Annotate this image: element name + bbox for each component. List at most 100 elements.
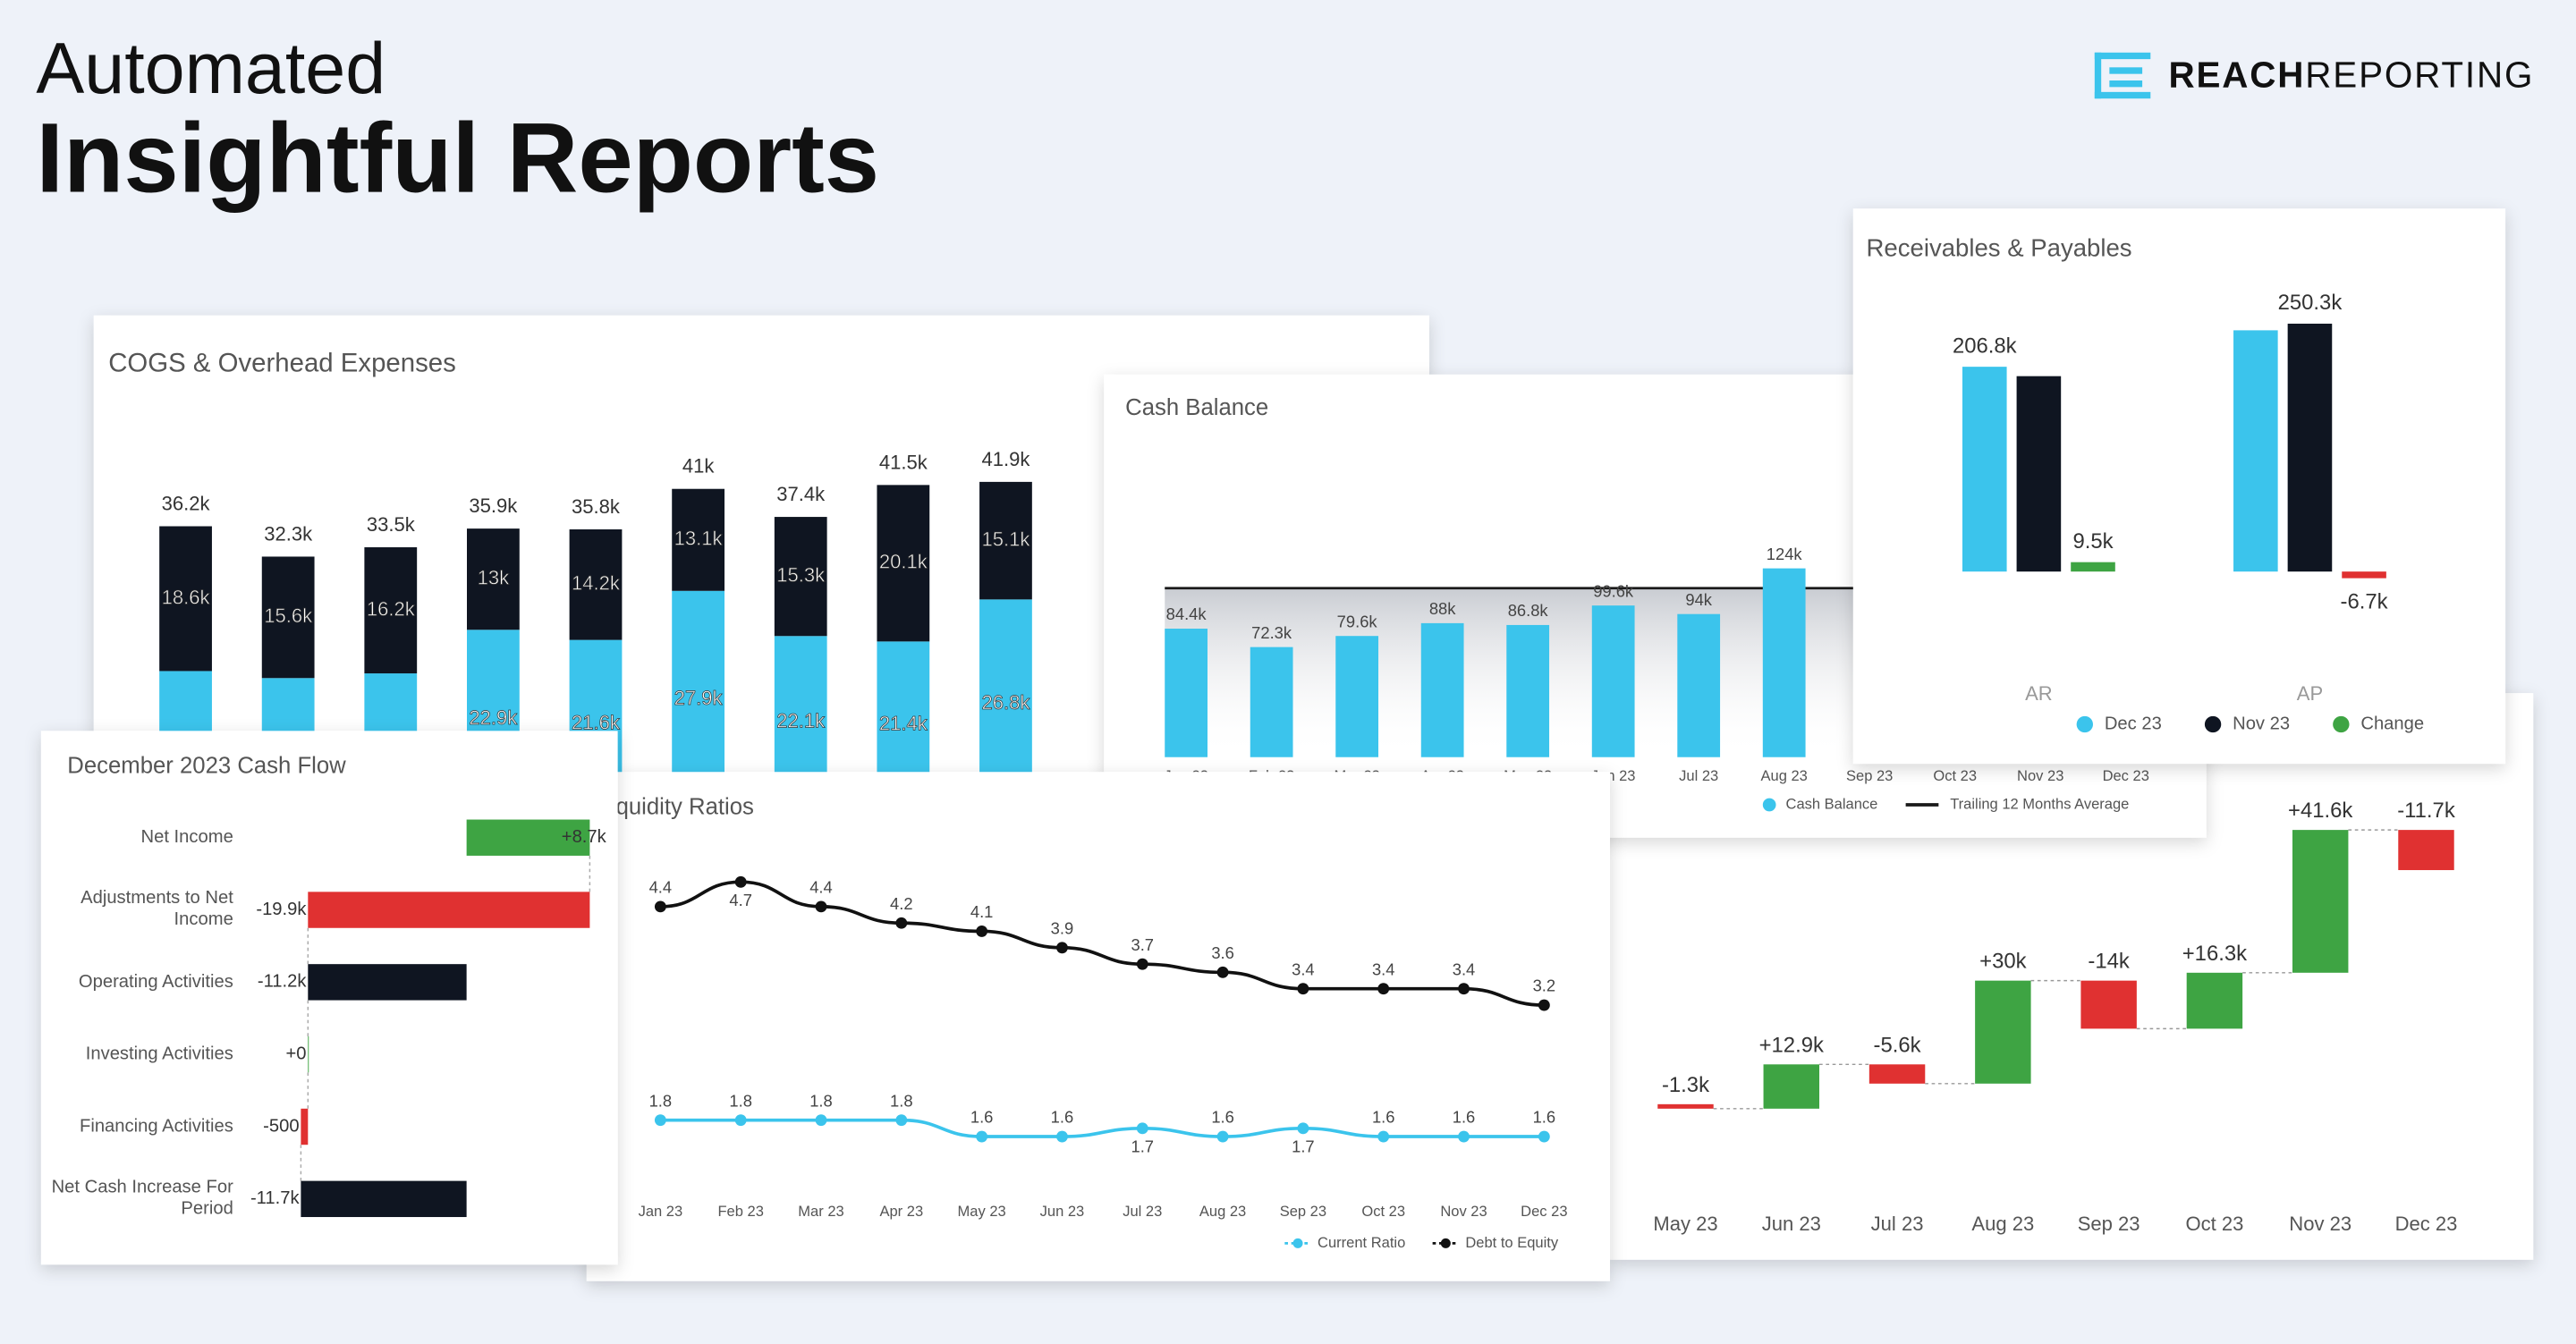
point <box>895 1114 908 1127</box>
point-label: 4.1 <box>970 902 994 921</box>
point-label: 1.7 <box>1131 1137 1154 1156</box>
value-label: +16.3k <box>2182 942 2247 966</box>
point <box>976 926 988 937</box>
chart-title: COGS & Overhead Expenses <box>108 349 456 378</box>
value-label: 94k <box>1685 590 1712 609</box>
category-label-box: Investing Activities <box>86 1044 233 1064</box>
bar <box>2071 562 2115 572</box>
bar <box>1250 647 1293 757</box>
x-tick-label: Nov 23 <box>2017 767 2063 784</box>
bar <box>308 892 590 928</box>
segment-label: 22.1k <box>776 709 826 731</box>
segment-label: 21.6k <box>572 711 621 733</box>
bar <box>1762 568 1806 757</box>
value-label: 250.3k <box>2278 291 2343 315</box>
bar-segment <box>979 481 1032 600</box>
point <box>1458 983 1470 995</box>
segment-label: 27.9k <box>674 687 724 709</box>
total-label: 35.9k <box>469 494 518 517</box>
total-label: 41.9k <box>981 448 1030 470</box>
x-tick-label: Oct 23 <box>1933 767 1977 784</box>
point <box>1297 1122 1309 1135</box>
x-tick-label: Jul 23 <box>1123 1203 1162 1220</box>
legend-marker <box>2333 715 2350 733</box>
point <box>976 1130 988 1143</box>
y-tick-label: Net Income <box>140 827 233 848</box>
point-label: 4.7 <box>729 891 752 909</box>
category-label-box: Net Income <box>140 827 233 848</box>
x-tick-label: Dec 23 <box>2395 1213 2458 1235</box>
point-label: 3.6 <box>1211 943 1234 962</box>
total-label: 33.5k <box>367 513 416 536</box>
legend-marker <box>2076 715 2093 733</box>
legend-label: Current Ratio <box>1318 1234 1405 1251</box>
total-label: 41k <box>682 455 716 478</box>
chart-title: Cash Balance <box>1125 395 1268 420</box>
bar <box>1677 613 1721 757</box>
bar <box>301 1180 467 1218</box>
value-label: -11.7k <box>250 1188 301 1208</box>
point-label: 1.8 <box>649 1091 673 1110</box>
category-label-box: Operating Activities <box>79 972 233 992</box>
bar-segment <box>672 488 724 591</box>
segment-label: 22.9k <box>469 706 518 729</box>
bar-segment <box>877 485 930 642</box>
logo-light: REPORTING <box>2305 54 2534 95</box>
point-label: 4.4 <box>649 878 673 897</box>
chart-title: Receivables & Payables <box>1867 233 2132 261</box>
legend-label: Dec 23 <box>2105 714 2162 733</box>
value-label: 72.3k <box>1251 623 1292 642</box>
point-label: 1.8 <box>809 1091 833 1110</box>
legend-marker <box>1292 1238 1303 1248</box>
category-label-box: Financing Activities <box>80 1116 233 1136</box>
bar <box>2292 830 2349 973</box>
logo-text: REACHREPORTING <box>2168 54 2534 95</box>
panel <box>586 772 1610 1281</box>
series-line <box>660 880 1545 1007</box>
point-label: 3.7 <box>1131 935 1154 954</box>
bar <box>1335 636 1379 757</box>
bar <box>1591 605 1635 757</box>
segment-label: 21.4k <box>879 712 928 734</box>
x-tick-label: May 23 <box>1653 1213 1717 1235</box>
segment-label: 26.8k <box>981 691 1030 714</box>
value-label: 9.5k <box>2072 529 2113 554</box>
x-tick-label: Dec 23 <box>2103 767 2149 784</box>
value-label: +30k <box>1979 950 2026 974</box>
bar <box>2233 330 2278 572</box>
point-label: 3.9 <box>1051 918 1074 937</box>
bar <box>2342 571 2386 579</box>
chart-title: December 2023 Cash Flow <box>67 754 346 779</box>
value-label: -1.3k <box>1662 1073 1709 1097</box>
value-label: 86.8k <box>1508 601 1549 620</box>
logo-icon <box>2094 52 2102 99</box>
segment-label: 18.6k <box>162 586 211 608</box>
bar <box>308 1035 309 1073</box>
total-label: 36.2k <box>162 492 211 514</box>
legend-marker <box>1762 798 1776 812</box>
point <box>1136 1122 1148 1135</box>
bar <box>301 1108 309 1145</box>
bar <box>1657 1103 1714 1109</box>
point <box>1538 999 1550 1011</box>
logo: REACHREPORTING <box>2094 52 2534 99</box>
total-label: 37.4k <box>776 483 826 505</box>
point-label: 1.6 <box>1372 1108 1395 1127</box>
x-tick-label: Sep 23 <box>1280 1203 1326 1220</box>
logo-icon <box>2109 67 2143 74</box>
point-label: 1.7 <box>1292 1137 1315 1156</box>
bar-segment <box>364 547 418 674</box>
x-tick-label: Jul 23 <box>1679 767 1718 784</box>
segment-label: 14.2k <box>572 572 621 595</box>
category-label-box: Adjustments to Net Income <box>80 889 233 929</box>
point-label: 3.2 <box>1533 976 1556 995</box>
bar <box>1165 629 1208 757</box>
bar-segment <box>261 556 315 679</box>
bar <box>2398 830 2454 871</box>
value-label: 88k <box>1429 599 1456 618</box>
value-label: -19.9k <box>256 900 307 919</box>
value-label: -14k <box>2088 950 2129 974</box>
total-label: 41.5k <box>879 451 928 473</box>
